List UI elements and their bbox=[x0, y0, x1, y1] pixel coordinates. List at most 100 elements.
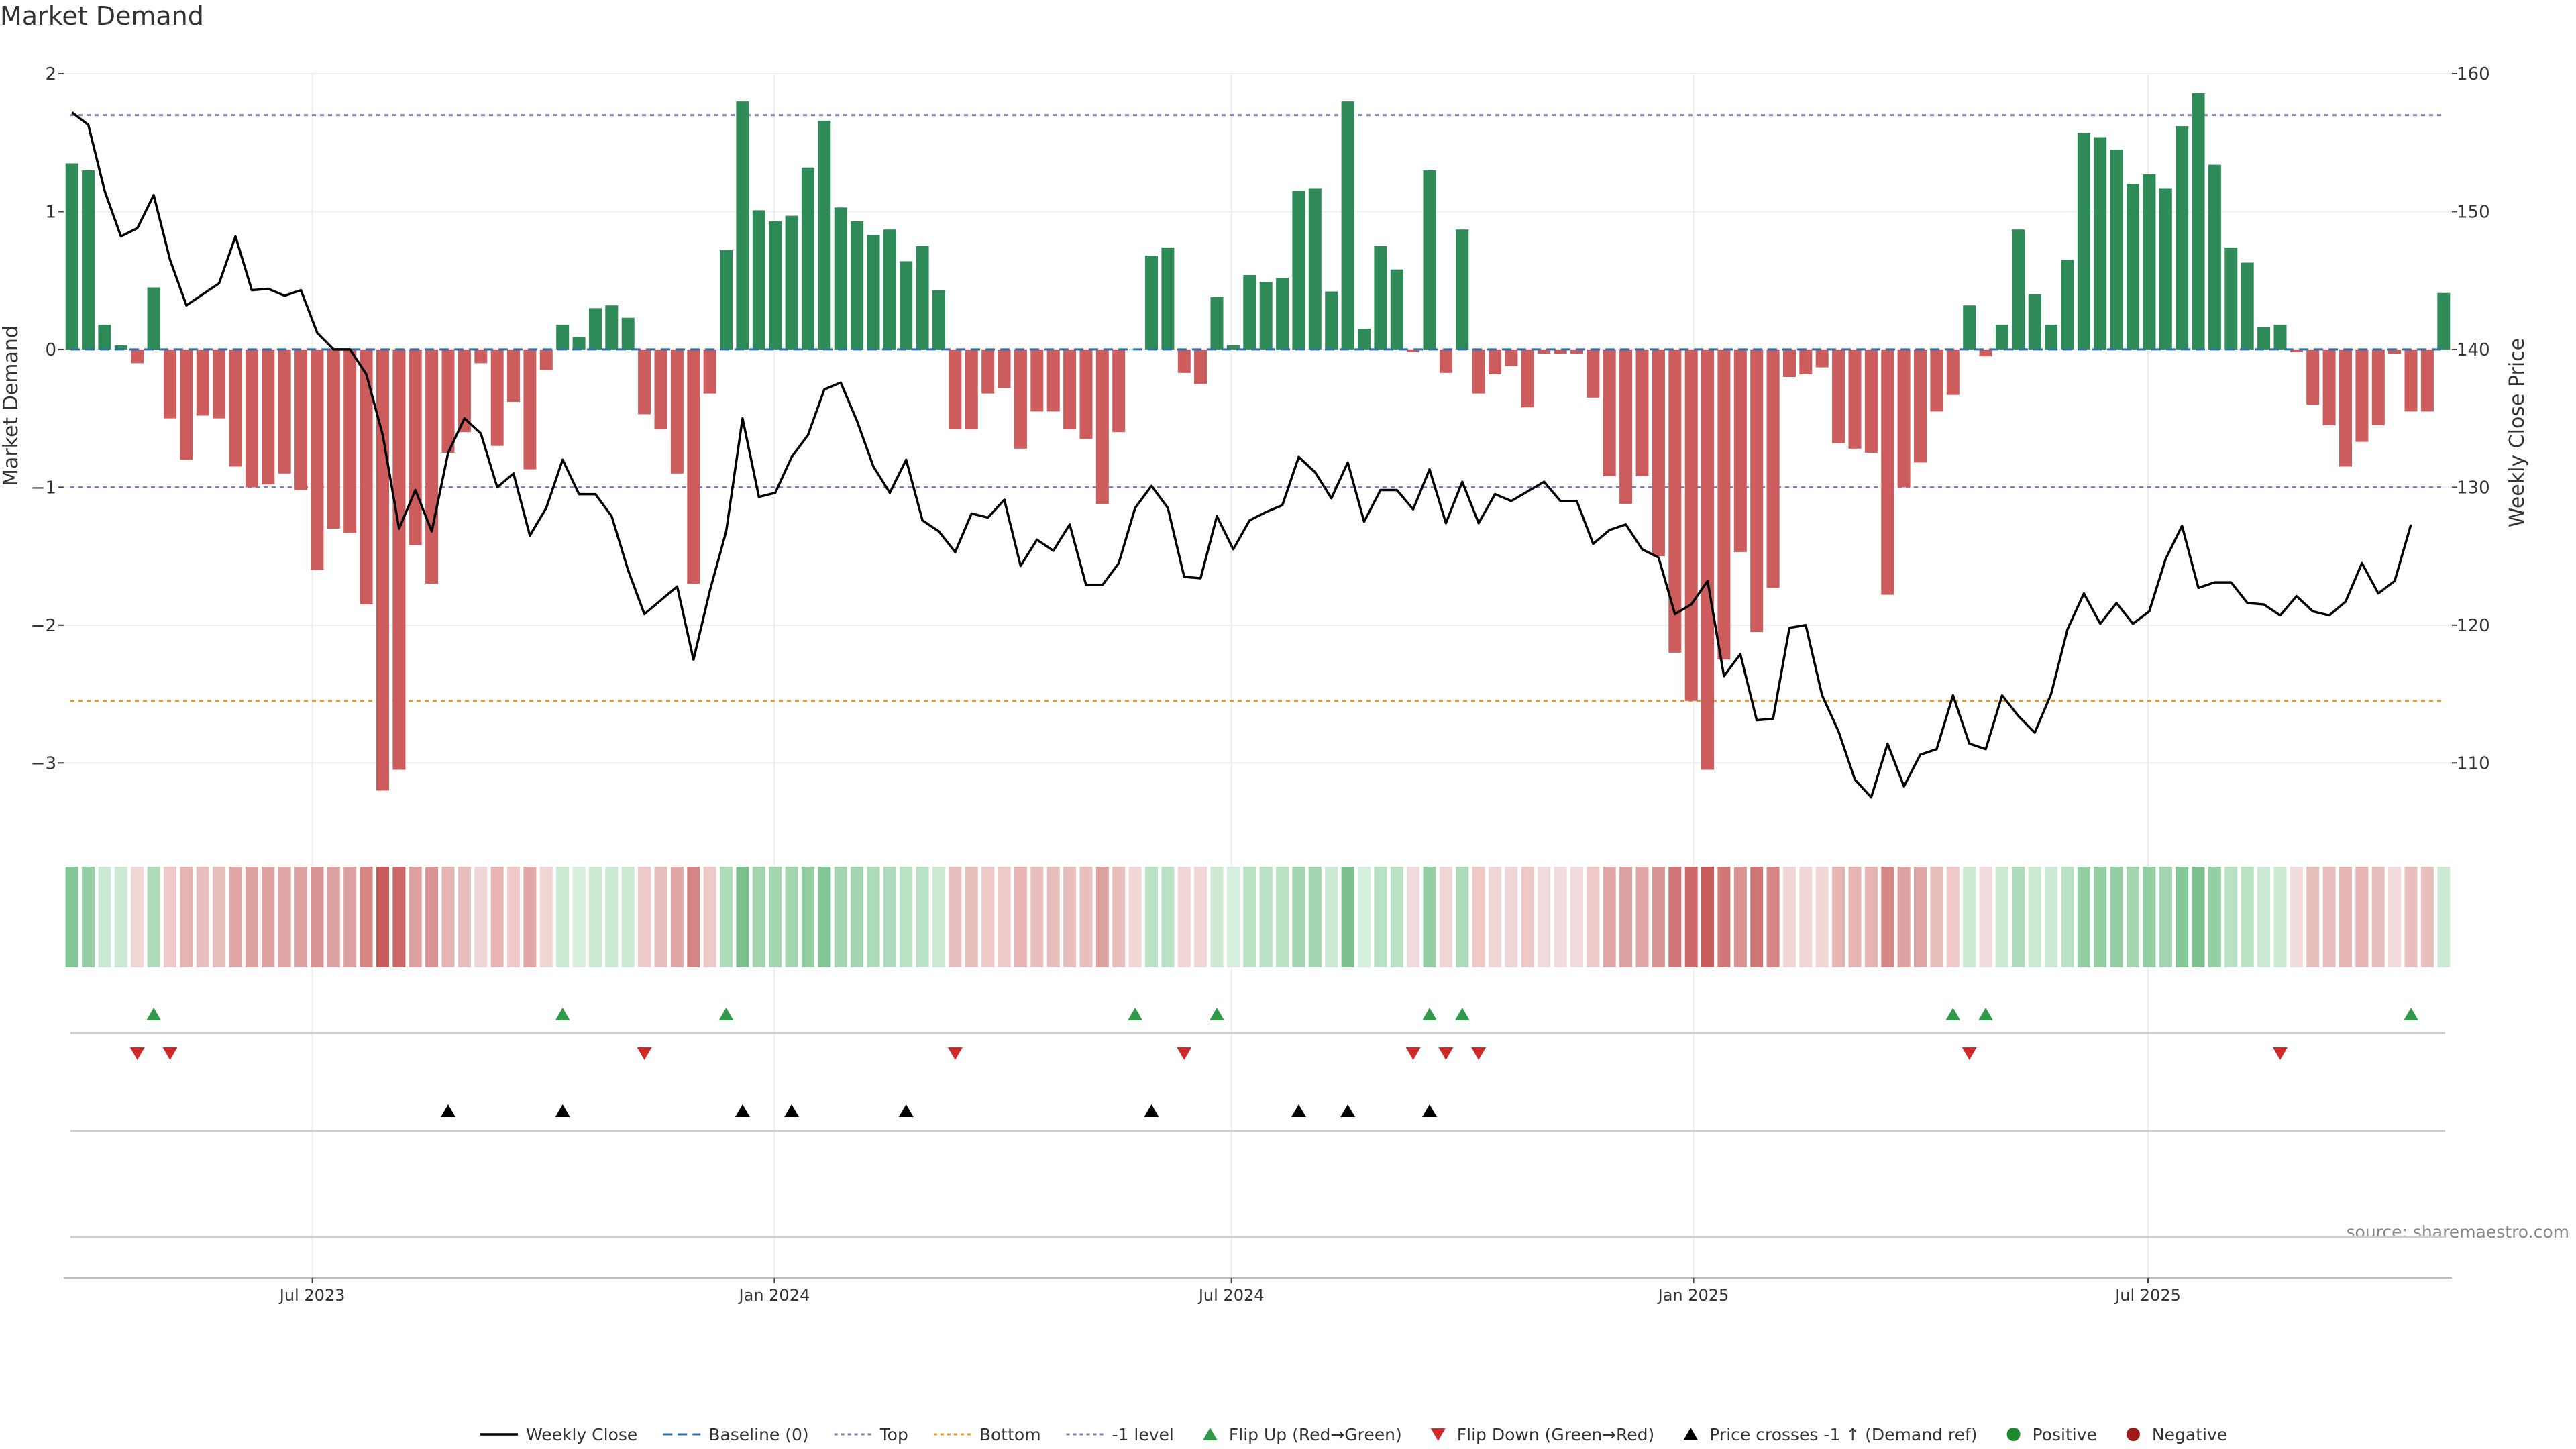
heat-cell bbox=[1799, 867, 1813, 967]
demand-bar bbox=[196, 349, 209, 416]
demand-bar bbox=[2045, 324, 2058, 350]
demand-bar bbox=[1668, 349, 1682, 653]
heat-cell bbox=[441, 867, 455, 967]
heat-cell bbox=[1963, 867, 1976, 967]
heat-cell bbox=[1701, 867, 1714, 967]
legend-item: -1 level bbox=[1066, 1425, 1174, 1444]
flip-down-marker bbox=[1177, 1047, 1192, 1060]
heat-cell bbox=[262, 867, 275, 967]
heat-cell bbox=[114, 867, 127, 967]
demand-bar bbox=[2437, 292, 2451, 350]
heat-cell bbox=[1292, 867, 1305, 967]
demand-bar bbox=[932, 290, 945, 350]
legend-label: Flip Up (Red→Green) bbox=[1229, 1425, 1402, 1444]
demand-bar bbox=[1259, 282, 1273, 350]
heat-cell bbox=[851, 867, 864, 967]
heat-cell bbox=[523, 867, 537, 967]
heat-cell bbox=[1063, 867, 1077, 967]
source-label: source: sharemaestro.com bbox=[2346, 1222, 2570, 1242]
demand-bar bbox=[98, 324, 111, 350]
heat-cell bbox=[1308, 867, 1322, 967]
demand-bar bbox=[114, 345, 127, 350]
demand-bar bbox=[703, 349, 716, 394]
heat-cell bbox=[1095, 867, 1109, 967]
demand-bar bbox=[2143, 174, 2156, 350]
demand-bar bbox=[2290, 349, 2303, 352]
heat-cell bbox=[605, 867, 619, 967]
demand-bar bbox=[1046, 349, 1060, 412]
heat-cell bbox=[1489, 867, 1502, 967]
demand-heat-strip bbox=[65, 867, 2451, 967]
demand-bar bbox=[2159, 188, 2172, 350]
demand-bar bbox=[1341, 101, 1354, 350]
demand-bar bbox=[1848, 349, 1862, 449]
demand-bar bbox=[409, 349, 422, 545]
chart-legend: Weekly Close Baseline (0) Top Bottom -1 leve… bbox=[480, 1425, 2227, 1444]
price-cross-marker bbox=[441, 1104, 456, 1117]
demand-bar bbox=[818, 120, 831, 350]
heat-cell bbox=[1341, 867, 1354, 967]
flip-up-marker bbox=[555, 1008, 570, 1020]
heat-cell bbox=[2028, 867, 2041, 967]
flip-up-marker bbox=[1210, 1008, 1225, 1020]
heat-cell bbox=[147, 867, 160, 967]
demand-bar bbox=[1358, 329, 1371, 350]
x-axis-tick-label: Jul 2023 bbox=[278, 1286, 345, 1305]
demand-bar bbox=[1603, 349, 1616, 476]
demand-bar bbox=[851, 221, 864, 350]
demand-bar bbox=[147, 287, 160, 350]
demand-bar bbox=[262, 349, 275, 485]
heat-cell bbox=[2371, 867, 2385, 967]
heat-cell bbox=[1226, 867, 1240, 967]
demand-bar bbox=[670, 349, 684, 474]
heat-cell bbox=[327, 867, 340, 967]
demand-bar bbox=[82, 170, 95, 350]
demand-bar bbox=[2241, 262, 2254, 350]
demand-bar bbox=[164, 349, 176, 419]
flip-up-marker bbox=[718, 1008, 734, 1020]
heat-cell bbox=[131, 867, 144, 967]
demand-bar bbox=[1914, 349, 1927, 463]
heat-cell bbox=[1587, 867, 1600, 967]
heat-cell bbox=[556, 867, 570, 967]
heat-cell bbox=[654, 867, 667, 967]
heat-cell bbox=[2420, 867, 2434, 967]
heat-cell bbox=[425, 867, 439, 967]
demand-bar bbox=[539, 349, 553, 370]
left-axis-tick-label: 2 bbox=[45, 64, 56, 85]
legend-item: Baseline (0) bbox=[663, 1425, 809, 1444]
demand-bar bbox=[2208, 164, 2221, 350]
legend-label: Price crosses -1 ↑ (Demand ref) bbox=[1709, 1425, 1977, 1444]
demand-bar bbox=[1995, 324, 2008, 350]
heat-cell bbox=[409, 867, 422, 967]
heat-cell bbox=[589, 867, 602, 967]
heat-cell bbox=[867, 867, 880, 967]
right-axis-tick-label: 150 bbox=[2457, 202, 2490, 222]
demand-bar bbox=[180, 349, 193, 460]
legend-label: Bottom bbox=[979, 1425, 1041, 1444]
heat-cell bbox=[2404, 867, 2418, 967]
heat-cell bbox=[2339, 867, 2352, 967]
demand-bar bbox=[1145, 256, 1158, 350]
weekly-close-line bbox=[71, 111, 2412, 799]
heat-cell bbox=[785, 867, 798, 967]
heat-cell bbox=[2355, 867, 2369, 967]
demand-bar bbox=[1292, 191, 1305, 350]
demand-bar bbox=[1456, 229, 1469, 350]
heat-cell bbox=[164, 867, 176, 967]
demand-bar bbox=[1832, 349, 1845, 443]
flip-up-marker bbox=[1454, 1008, 1470, 1020]
x-axis-tick-label: Jan 2024 bbox=[738, 1286, 810, 1305]
heat-cell bbox=[2094, 867, 2107, 967]
heat-cell bbox=[2257, 867, 2271, 967]
heat-cell bbox=[229, 867, 242, 967]
heat-cell bbox=[736, 867, 749, 967]
right-axis-tick-label: 160 bbox=[2457, 64, 2490, 85]
price-cross-marker bbox=[898, 1104, 914, 1117]
heat-cell bbox=[965, 867, 978, 967]
heat-cell bbox=[278, 867, 291, 967]
demand-bar bbox=[589, 308, 602, 350]
heat-cell bbox=[1848, 867, 1862, 967]
flip-up-marker bbox=[1128, 1008, 1143, 1020]
flip-up-marker bbox=[1978, 1008, 1994, 1020]
